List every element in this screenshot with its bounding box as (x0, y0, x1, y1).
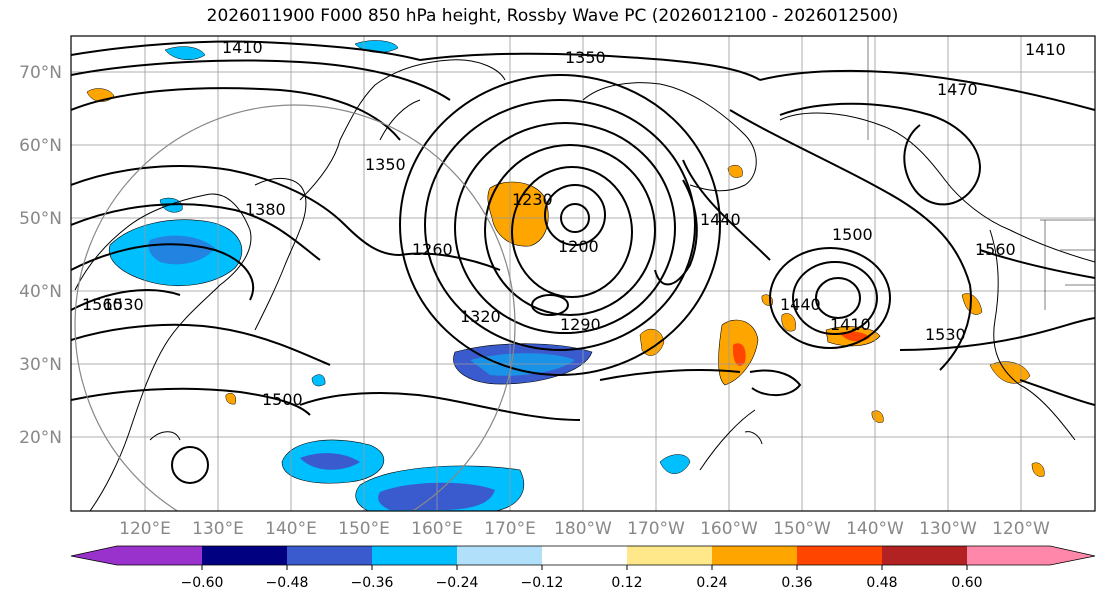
colorbar-swatch (797, 546, 882, 565)
contour-label: 1410 (830, 315, 871, 334)
lat-label: 40°N (19, 282, 62, 302)
contour-label: 1440 (780, 295, 821, 314)
lon-label: 120°W (992, 519, 1050, 539)
map-frame (70, 35, 1096, 512)
lon-label: 160°E (411, 519, 463, 539)
contour-label: 1290 (560, 315, 601, 334)
contour-label: 1350 (365, 155, 406, 174)
colorbar-tick-label: −0.12 (521, 575, 564, 591)
contour-label: 1440 (700, 210, 741, 229)
colorbar-swatch (712, 546, 797, 565)
lon-label: 160°W (700, 519, 758, 539)
lat-label: 70°N (19, 63, 62, 83)
lon-label: 150°E (338, 519, 390, 539)
positive-anomaly-shading (86, 88, 1045, 477)
colorbar-swatch (967, 546, 1095, 565)
colorbar-tick-label: 0.24 (696, 575, 727, 591)
colorbar-swatch (71, 546, 202, 565)
lon-label: 140°W (846, 519, 904, 539)
contour-label: 1560 (82, 295, 123, 314)
region-circle (74, 104, 516, 511)
colorbar-swatch (457, 546, 542, 565)
lat-label: 60°N (19, 136, 62, 156)
lat-label: 30°N (19, 355, 62, 375)
colorbar-tick-label: 0.36 (781, 575, 812, 591)
contour-label: 1410 (1025, 40, 1066, 59)
colorbar-tick-label: −0.48 (266, 575, 309, 591)
negative-anomaly-shading (108, 40, 691, 511)
contour-label: 1500 (262, 390, 303, 409)
longitude-labels: 120°E 130°E 140°E 150°E 160°E 170°E 180°… (119, 519, 1050, 539)
height-contours (71, 40, 1095, 484)
contour-label: 1560 (975, 240, 1016, 259)
contour-label: 1350 (565, 48, 606, 67)
lon-label: 170°W (627, 519, 685, 539)
colorbar-swatch (627, 546, 712, 565)
colorbar-swatch (882, 546, 967, 565)
contour-label: 1260 (412, 240, 453, 259)
colorbar-tick-label: 0.60 (951, 575, 982, 591)
map-title: 2026011900 F000 850 hPa height, Rossby W… (206, 6, 899, 26)
colorbar-swatch (372, 546, 457, 565)
colorbar-outline (70, 545, 1096, 566)
coastlines (74, 59, 1095, 511)
colorbar-tick-label: −0.60 (181, 575, 224, 591)
colorbar-swatch (287, 546, 372, 565)
colorbar-swatch (542, 546, 627, 565)
lon-label: 120°E (119, 519, 171, 539)
lon-label: 180°W (554, 519, 612, 539)
contour-label: 1230 (512, 190, 553, 209)
colorbar-tick-label: −0.36 (351, 575, 394, 591)
colorbar-tick-label: 0.48 (866, 575, 897, 591)
colorbar-tick-label: 0.12 (611, 575, 642, 591)
colorbar: −0.60 −0.48 −0.36 −0.24 −0.12 0.12 0.24 … (70, 545, 1096, 591)
contour-label: 1530 (925, 325, 966, 344)
contour-label: 1530 (103, 295, 144, 314)
lat-label: 50°N (19, 209, 62, 229)
lat-label: 20°N (19, 428, 62, 448)
lon-label: 170°E (484, 519, 536, 539)
contour-labels: 1410 1350 1470 1410 1380 1350 1230 1200 … (82, 38, 1066, 409)
lon-label: 140°E (265, 519, 317, 539)
colorbar-swatch (202, 546, 287, 565)
contour-label: 1320 (460, 307, 501, 326)
political-boundaries (867, 36, 1095, 310)
colorbar-tick-label: −0.24 (436, 575, 479, 591)
lon-label: 150°W (773, 519, 831, 539)
contour-label: 1470 (937, 80, 978, 99)
contour-label: 1380 (245, 200, 286, 219)
contour-label: 1500 (832, 225, 873, 244)
latitude-labels: 70°N 60°N 50°N 40°N 30°N 20°N (19, 63, 62, 448)
lon-label: 130°W (919, 519, 977, 539)
lon-label: 130°E (192, 519, 244, 539)
gridlines (71, 36, 1095, 511)
contour-label: 1410 (222, 38, 263, 57)
contour-label: 1200 (558, 237, 599, 256)
